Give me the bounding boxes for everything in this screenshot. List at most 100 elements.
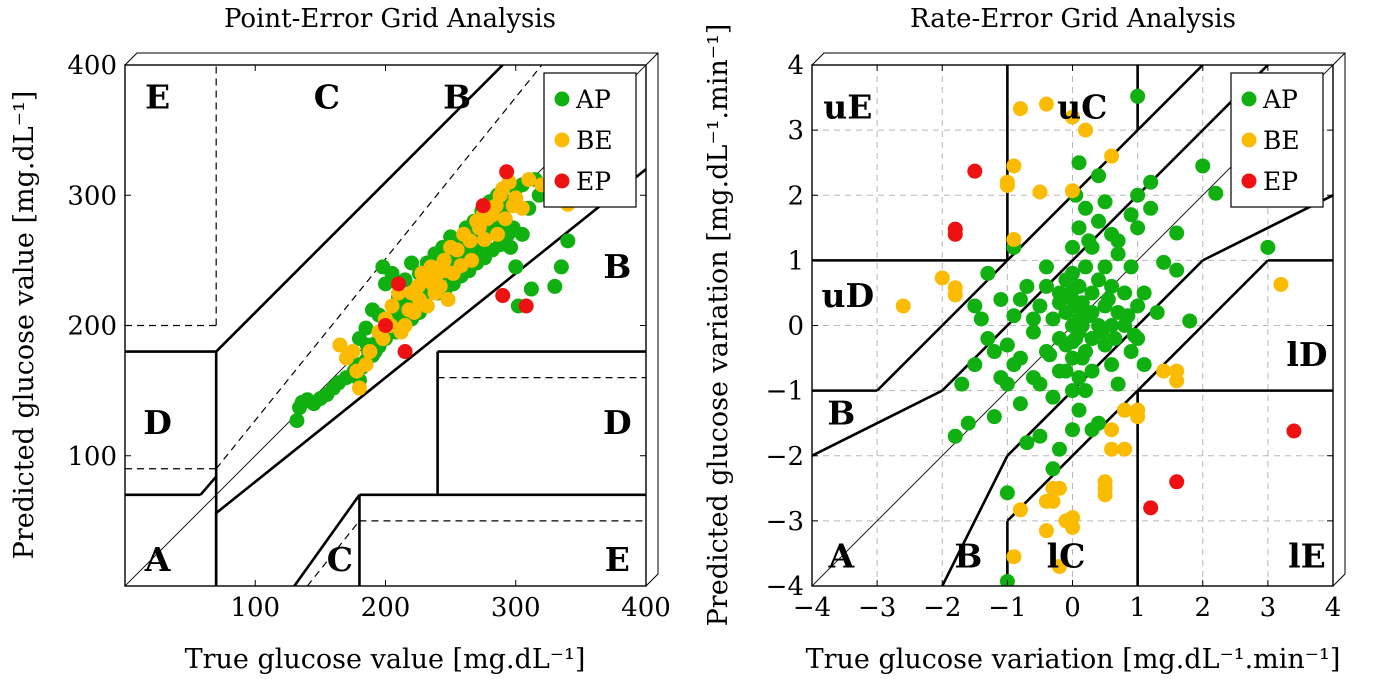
data-point-ap (1091, 168, 1107, 184)
y-tick-label: −3 (766, 507, 804, 537)
data-point-be (1006, 549, 1022, 565)
zone-label: B (443, 78, 471, 117)
data-point-ap (1156, 254, 1172, 270)
legend-label: EP (1263, 167, 1298, 196)
data-point-ap (1130, 298, 1146, 314)
data-point-be (895, 298, 911, 314)
data-point-ap (1123, 207, 1139, 223)
data-point-ap (1097, 259, 1113, 275)
data-point-ap (508, 259, 524, 275)
zone-boundary (941, 259, 1009, 327)
data-point-ap (1006, 357, 1022, 373)
data-point-ap (1051, 441, 1067, 457)
data-point-ap (1130, 220, 1146, 236)
data-point-ap (1084, 422, 1100, 438)
zone-boundary (199, 475, 218, 496)
x-axis-label: True glucose variation [mg.dL⁻¹.min⁻¹] (806, 644, 1341, 675)
zone-label: B (827, 393, 855, 432)
legend-marker-be (554, 132, 570, 148)
zone-label: uC (1057, 87, 1107, 126)
data-point-be (1169, 373, 1185, 389)
y-tick-label: 2 (787, 181, 804, 211)
data-point-ap (967, 357, 983, 373)
zone-boundary (293, 494, 361, 586)
data-point-ap (1091, 272, 1107, 288)
data-point-ap (1032, 428, 1048, 444)
data-point-be (1006, 232, 1022, 248)
data-point-be (332, 337, 348, 353)
data-point-ap (954, 376, 970, 392)
data-point-ap (947, 428, 963, 444)
data-point-ap (1123, 259, 1139, 275)
zone-label: A (828, 537, 855, 576)
data-point-ap (375, 259, 391, 275)
data-point-be (947, 287, 963, 303)
data-point-ep (495, 288, 511, 304)
data-point-ap (1058, 363, 1074, 379)
data-point-be (1117, 402, 1133, 418)
data-point-be (406, 304, 422, 320)
data-point-be (1006, 158, 1022, 174)
legend-marker-be (1241, 132, 1257, 148)
data-point-ap (1019, 435, 1035, 451)
legend-marker-ap (554, 91, 570, 107)
data-point-ap (1078, 383, 1094, 399)
data-point-be (1104, 148, 1120, 164)
legend-marker-ep (554, 173, 570, 189)
box-depth-edge (645, 52, 659, 66)
data-point-ap (560, 233, 576, 249)
zone-label: lC (1047, 537, 1086, 576)
data-point-be (462, 233, 478, 249)
data-point-ap (1104, 357, 1120, 373)
data-point-ap (1045, 311, 1061, 327)
data-point-ap (986, 344, 1002, 360)
data-point-ep (391, 276, 407, 292)
y-tick-label: −1 (766, 377, 804, 407)
data-point-be (463, 252, 479, 268)
box-depth-edge (1332, 52, 1346, 66)
data-point-ap (999, 337, 1015, 353)
x-tick-label: −3 (858, 593, 896, 623)
data-point-ap (973, 311, 989, 327)
zone-label: C (314, 78, 340, 117)
plot-area (125, 65, 646, 586)
data-point-be (440, 291, 456, 307)
zone-boundary (941, 455, 1009, 586)
data-point-be (1065, 519, 1080, 535)
data-point-ep (397, 344, 413, 360)
data-point-be (1038, 523, 1054, 539)
data-point-be (384, 298, 400, 314)
data-point-be (1065, 183, 1080, 199)
data-point-ap (1071, 370, 1087, 386)
data-point-ap (1110, 246, 1126, 262)
y-tick-label: 400 (67, 51, 117, 81)
x-tick-label: 400 (621, 593, 671, 623)
zone-boundary (1201, 259, 1269, 327)
data-point-ap (1042, 347, 1058, 363)
data-point-ap (1081, 233, 1097, 249)
data-point-ap (999, 573, 1015, 586)
zone-boundary (1006, 259, 1204, 457)
y-axis-label: Predicted glucose value [mg.dL⁻¹] (9, 91, 40, 560)
data-point-be (490, 226, 506, 242)
data-point-be (1273, 276, 1289, 292)
y-tick-label: 3 (787, 116, 804, 146)
zone-boundary (1136, 324, 1204, 392)
zone-label: D (603, 403, 632, 442)
data-point-ap (1065, 334, 1080, 350)
data-point-ap (1045, 461, 1061, 477)
y-tick-label: 0 (787, 312, 804, 342)
data-point-be (351, 380, 367, 396)
data-point-ap (980, 265, 996, 281)
zone-boundary (1006, 389, 1139, 522)
data-point-ap (1071, 155, 1087, 171)
legend-marker-ap (1241, 91, 1257, 107)
data-point-be (1130, 409, 1146, 425)
zone-boundary (876, 324, 944, 392)
data-point-ap (1136, 357, 1152, 373)
data-point-ap (1149, 304, 1165, 320)
data-point-ap (1136, 285, 1152, 301)
data-point-be (1065, 109, 1080, 125)
data-point-ap (1107, 331, 1123, 347)
